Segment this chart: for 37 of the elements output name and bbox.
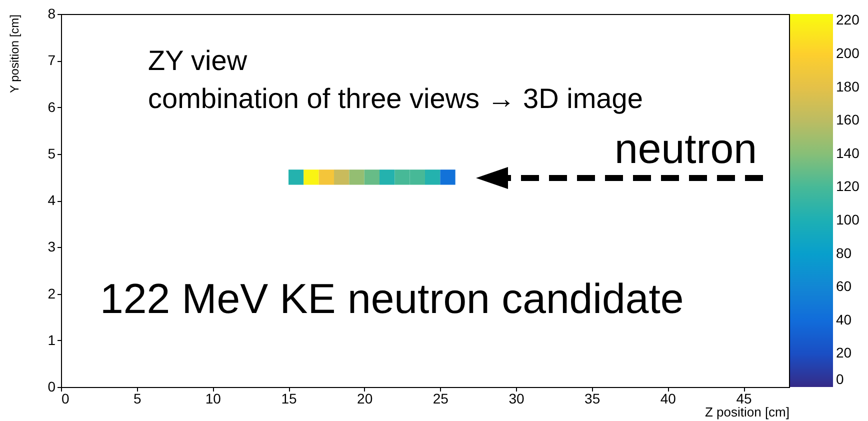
color-bar-label: 180 — [836, 78, 860, 94]
x-tick-label: 25 — [432, 390, 449, 406]
color-bar-label: 120 — [836, 178, 860, 194]
color-bar-label: 60 — [836, 278, 852, 294]
y-tick-label: 6 — [48, 98, 56, 115]
x-tick-label: 0 — [62, 390, 70, 406]
y-tick-label: 4 — [48, 192, 56, 208]
y-tick-label: 8 — [48, 6, 56, 22]
color-bar-label: 100 — [836, 211, 860, 228]
color-bar-label: 200 — [836, 44, 860, 61]
y-tick-label: 3 — [48, 238, 56, 255]
color-bar-label: 140 — [836, 144, 860, 161]
y-tick-label: 5 — [48, 145, 56, 162]
x-tick-label: 15 — [281, 390, 297, 406]
y-tick-label: 2 — [48, 285, 56, 302]
x-tick-label: 35 — [584, 390, 600, 406]
color-bar-label: 40 — [836, 311, 852, 328]
y-axis-title: Y position [cm] — [8, 14, 22, 93]
color-bar-label: 220 — [836, 12, 860, 28]
color-bar-label: 160 — [836, 112, 860, 128]
color-bar-label: 20 — [836, 344, 852, 361]
annotation: 122 MeV KE neutron candidate — [100, 275, 684, 322]
x-tick-label: 40 — [660, 390, 676, 406]
x-tick-label: 5 — [133, 390, 142, 406]
x-axis-title: Z position [cm] — [704, 404, 790, 420]
annotation: ZY view — [148, 45, 248, 76]
x-tick-label: 10 — [205, 390, 222, 406]
y-tick-label: 1 — [48, 332, 56, 348]
x-tick-label: 20 — [357, 390, 373, 406]
annotation: neutron — [614, 125, 757, 172]
y-tick-label: 7 — [48, 52, 56, 68]
x-tick-label: 45 — [736, 390, 752, 406]
x-tick-label: 30 — [508, 390, 524, 406]
color-bar-label: 80 — [836, 244, 852, 261]
y-tick-label: 0 — [48, 378, 56, 394]
color-bar-label: 0 — [836, 371, 844, 387]
annotation: combination of three views → 3D image — [148, 83, 643, 114]
